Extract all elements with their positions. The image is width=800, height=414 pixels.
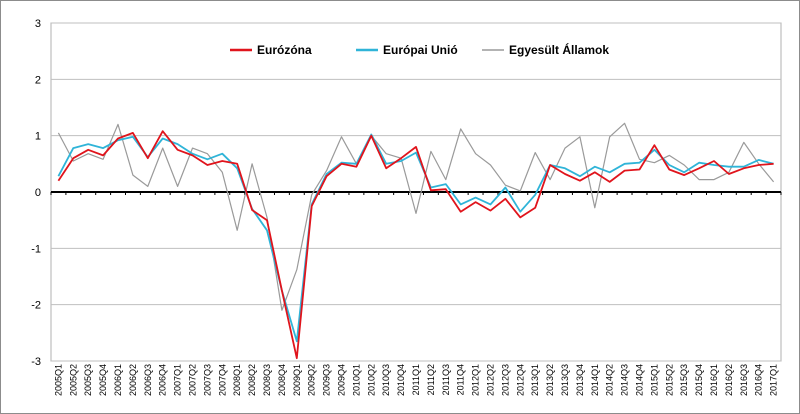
x-tick-label: 2014Q4: [634, 364, 644, 396]
x-tick-label: 2008Q1: [232, 364, 242, 396]
x-tick-label: 2010Q1: [351, 364, 361, 396]
x-tick-label: 2007Q4: [217, 364, 227, 396]
x-tick-label: 2005Q3: [83, 364, 93, 396]
y-tick-label: 2: [35, 74, 41, 86]
x-tick-label: 2014Q2: [605, 364, 615, 396]
legend-label: Egyesült Államok: [509, 42, 609, 57]
x-tick-label: 2005Q1: [53, 364, 63, 396]
x-tick-label: 2014Q1: [590, 364, 600, 396]
x-tick-label: 2017Q1: [769, 364, 779, 396]
x-axis: [50, 191, 782, 195]
y-tick-label: 1: [35, 131, 41, 143]
legend-label: Európai Unió: [383, 43, 458, 57]
x-tick-label: 2011Q2: [426, 364, 436, 395]
series-line-eurozone: [57, 130, 774, 360]
x-tick-label: 2011Q3: [441, 364, 451, 395]
x-tick-label: 2009Q1: [292, 364, 302, 396]
x-tick-label: 2007Q3: [202, 364, 212, 396]
x-tick-label: 2015Q1: [649, 364, 659, 396]
x-tick-label: 2012Q3: [500, 364, 510, 396]
x-tick-label: 2015Q2: [664, 364, 674, 396]
x-tick-label: 2012Q4: [515, 364, 525, 396]
x-tick-label: 2010Q4: [396, 364, 406, 396]
x-tick-label: 2007Q2: [188, 364, 198, 396]
x-tick-label: 2012Q1: [471, 364, 481, 396]
y-tick-label: -3: [31, 356, 41, 368]
x-tick-label: 2007Q1: [173, 364, 183, 396]
x-tick-label: 2009Q4: [337, 364, 347, 396]
x-tick-label: 2016Q4: [754, 364, 764, 396]
x-tick-label: 2009Q3: [322, 364, 332, 396]
x-tick-label: 2013Q3: [560, 364, 570, 396]
series-line-eu: [57, 133, 774, 343]
x-tick-label: 2011Q1: [411, 364, 421, 395]
x-axis-tick-labels: 2005Q1 2005Q2 2005Q3 2005Q4 2006Q1 2006Q2 2006…: [53, 364, 778, 396]
x-tick-label: 2010Q2: [366, 364, 376, 396]
x-tick-label: 2006Q4: [158, 364, 168, 396]
x-tick-label: 2006Q3: [143, 364, 153, 396]
legend-label: Eurózóna: [257, 43, 312, 57]
y-tick-label: -2: [31, 300, 41, 312]
x-tick-label: 2008Q2: [247, 364, 257, 396]
legend: Eurózóna Európai Unió Egyesült Államok: [230, 42, 609, 57]
series-line-usa: [57, 122, 775, 311]
x-tick-label: 2013Q4: [575, 364, 585, 396]
y-tick-label: 0: [35, 187, 41, 199]
x-tick-label: 2016Q1: [709, 364, 719, 396]
x-tick-label: 2016Q3: [739, 364, 749, 396]
x-tick-label: 2013Q1: [530, 364, 540, 396]
x-tick-label: 2011Q4: [456, 364, 466, 395]
x-tick-label: 2008Q3: [262, 364, 272, 396]
x-tick-label: 2012Q2: [485, 364, 495, 396]
x-tick-label: 2015Q4: [694, 364, 704, 396]
series-lines: [57, 122, 775, 360]
x-tick-label: 2009Q2: [307, 364, 317, 396]
y-axis-tick-labels: -3 -2 -1 0 1 2 3: [31, 18, 41, 368]
x-tick-label: 2006Q1: [113, 364, 123, 396]
x-tick-label: 2005Q4: [98, 364, 108, 396]
x-tick-label: 2005Q2: [68, 364, 78, 396]
y-tick-label: 3: [35, 18, 41, 30]
x-tick-label: 2008Q4: [277, 364, 287, 396]
x-tick-label: 2014Q3: [620, 364, 630, 396]
x-tick-label: 2015Q3: [679, 364, 689, 396]
y-tick-label: -1: [31, 243, 41, 255]
x-tick-label: 2010Q3: [381, 364, 391, 396]
x-tick-label: 2016Q2: [724, 364, 734, 396]
x-tick-label: 2013Q2: [545, 364, 555, 396]
x-tick-label: 2006Q2: [128, 364, 138, 396]
